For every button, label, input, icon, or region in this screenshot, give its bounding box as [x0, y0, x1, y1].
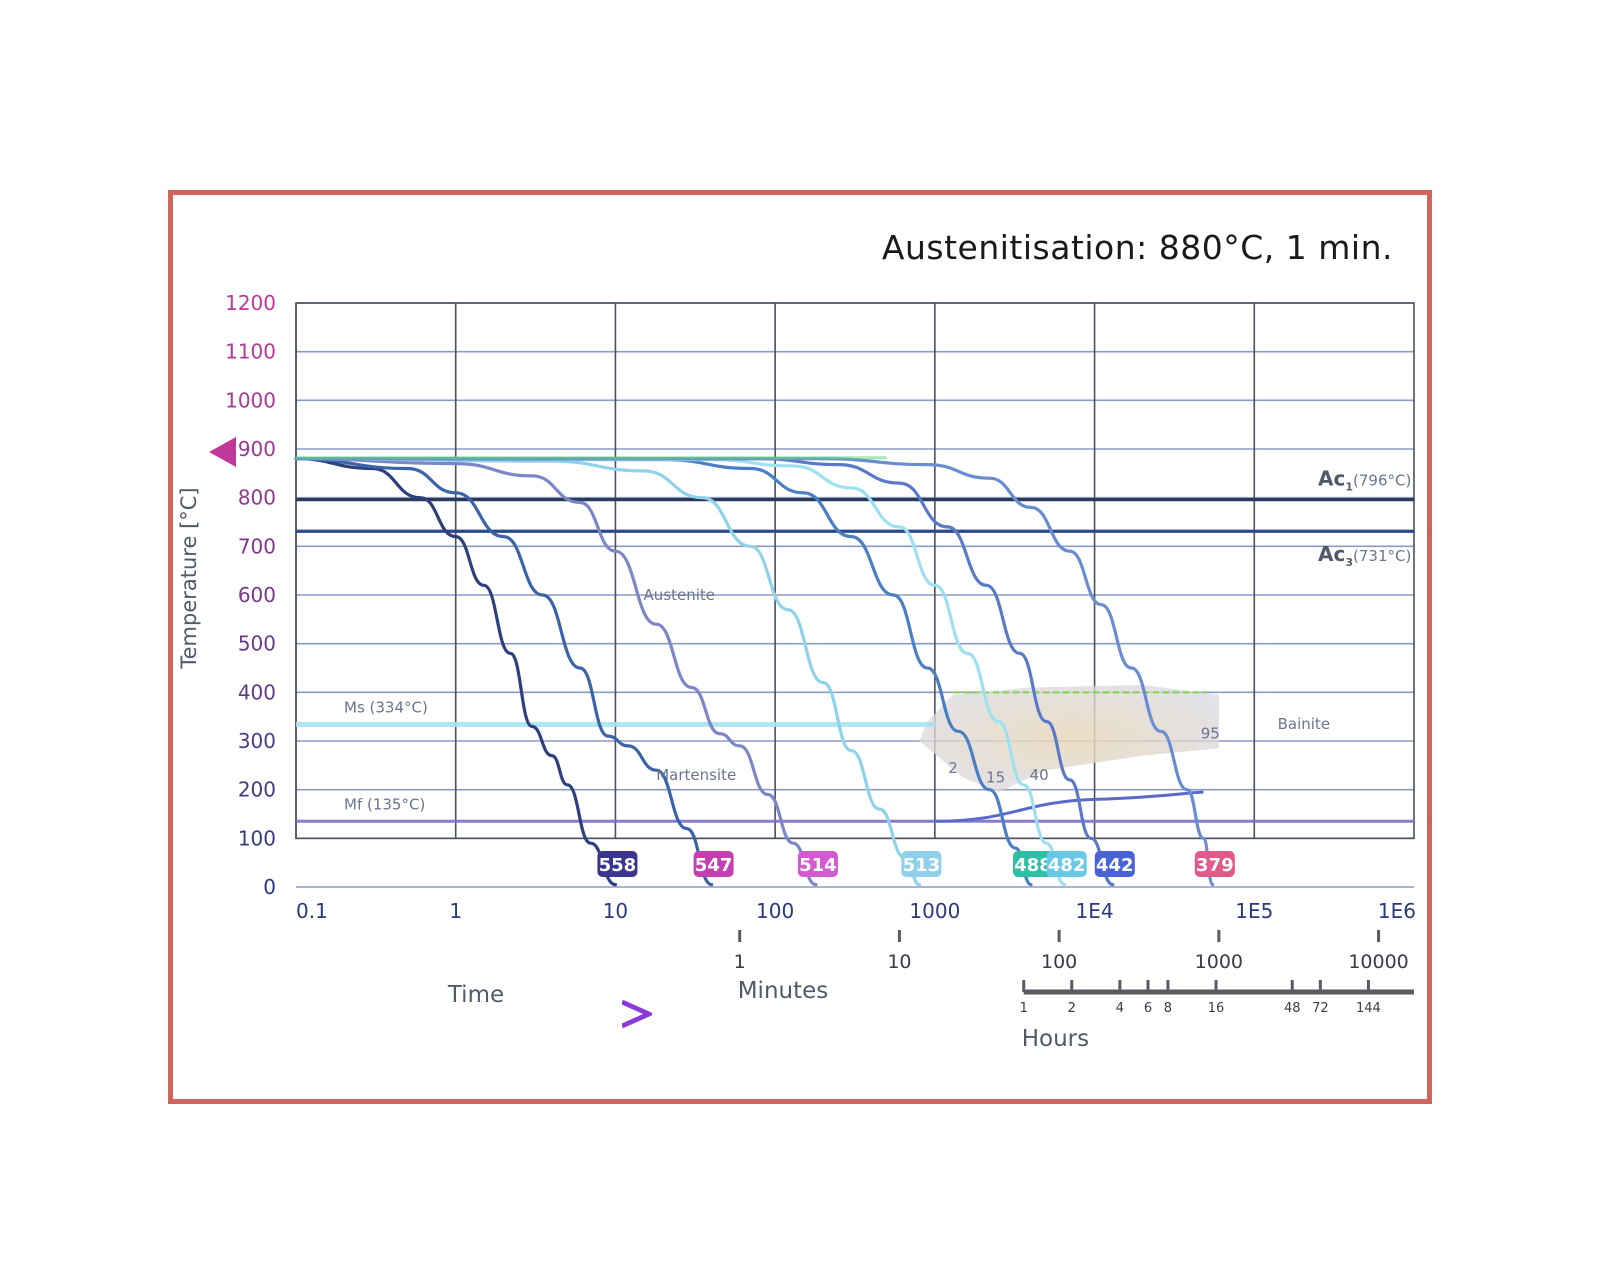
region-label-bainite: Bainite — [1278, 715, 1330, 733]
y-tick-0: 0 — [263, 875, 276, 899]
hours-tick-label-4: 4 — [1116, 1001, 1124, 1016]
x-tick-labels: 0.1 1 10 100 1000 1E4 1E5 1E6 — [296, 899, 1416, 923]
hardness-value-488: 488 — [1014, 855, 1052, 876]
hardness-badge-488 — [1013, 851, 1054, 877]
hardness-value-514: 514 — [799, 855, 837, 876]
chart-subtitle: Austenitisation: 880°C, 1 min. — [881, 228, 1393, 267]
y-axis-title-group: Temperature [°C] — [177, 437, 236, 710]
bainite-percent-label: 95 — [1201, 725, 1220, 743]
hardness-badge-482 — [1046, 851, 1087, 877]
ms-label: Ms (334°C) — [344, 698, 428, 716]
minutes-tick-label-1: 1 — [734, 951, 746, 973]
ref-label-sub: 3 — [1345, 556, 1353, 569]
y-tick-200: 200 — [238, 778, 276, 802]
y-tick-400: 400 — [238, 680, 276, 704]
bainite-percent-label: 15 — [986, 769, 1005, 787]
x-axis-title-group: Time — [296, 982, 646, 1014]
y-tick-labels: 0 100 200 300 400 500 600 700 800 900 1000 1100 1200 — [225, 291, 276, 899]
bainite-region — [919, 685, 1219, 793]
bainite-end-line — [934, 790, 1204, 823]
x-tick-0.1: 0.1 — [296, 899, 328, 923]
hardness-badge-379 — [1194, 851, 1235, 877]
y-tick-600: 600 — [238, 583, 276, 607]
y-tick-100: 100 — [238, 826, 276, 850]
hours-tick-label-6: 6 — [1144, 1001, 1152, 1016]
cooling-curves — [294, 456, 1215, 887]
hours-tick-label-2: 2 — [1068, 1001, 1076, 1016]
x-tick-1: 1 — [449, 899, 462, 923]
region-labels: Austenite Martensite Bainite 2 15 40 95 — [644, 586, 1331, 787]
x-tick-100: 100 — [756, 899, 794, 923]
y-tick-1100: 1100 — [225, 340, 276, 364]
hardness-badge-513 — [901, 851, 942, 877]
ref-label-note: (796°C) — [1353, 472, 1411, 490]
y-tick-1200: 1200 — [225, 291, 276, 315]
hardness-value-547: 547 — [695, 855, 733, 876]
secondary-time-axes: 1 10 100 1000 10000 Minutes 1 2 4 6 8 16 48 72 144 Hour… — [734, 930, 1414, 1052]
x-axis-title: Time — [447, 982, 504, 1008]
x-tick-1E5: 1E5 — [1235, 899, 1273, 923]
hours-tick-label-16: 16 — [1208, 1001, 1225, 1016]
bainite-zone — [919, 685, 1219, 793]
hardness-badge-558 — [597, 851, 638, 877]
plot-border — [295, 302, 1415, 840]
ref-label-ac3: Ac3(731°C) — [1318, 542, 1411, 569]
hours-tick-label-1: 1 — [1020, 1001, 1028, 1016]
hardness-value-482: 482 — [1048, 855, 1086, 876]
reference-lines: Ac1(796°C) Ac3(731°C) Ms (334°C) Mf (135°C) — [296, 467, 1414, 823]
hardness-value-513: 513 — [903, 855, 941, 876]
cooling-curve-558 — [294, 457, 617, 887]
y-tick-700: 700 — [238, 534, 276, 558]
minutes-tick-label-10: 10 — [887, 951, 911, 973]
minutes-title: Minutes — [738, 978, 829, 1004]
hours-tick-label-48: 48 — [1284, 1001, 1301, 1016]
x-tick-1E4: 1E4 — [1076, 899, 1114, 923]
cooling-curve-513 — [294, 457, 921, 887]
ref-label-note: (731°C) — [1353, 547, 1411, 565]
hardness-value-558: 558 — [599, 855, 637, 876]
region-label-martensite: Martensite — [656, 766, 736, 784]
chart-frame — [168, 190, 1432, 1104]
cooling-curve-547 — [294, 457, 714, 887]
grid — [295, 302, 1415, 888]
hardness-badge-547 — [693, 851, 734, 877]
y-axis-title: Temperature [°C] — [177, 487, 201, 669]
x-tick-1E6: 1E6 — [1378, 899, 1416, 923]
y-tick-800: 800 — [238, 486, 276, 510]
minutes-tick-label-1000: 1000 — [1195, 951, 1243, 973]
ref-label-ac1: Ac1(796°C) — [1318, 467, 1411, 494]
mf-label: Mf (135°C) — [344, 795, 425, 813]
hours-tick-label-72: 72 — [1312, 1001, 1329, 1016]
y-tick-1000: 1000 — [225, 388, 276, 412]
x-tick-1000: 1000 — [909, 899, 960, 923]
hardness-value-442: 442 — [1096, 855, 1134, 876]
bainite-percent-label: 40 — [1030, 766, 1049, 784]
hours-tick-label-8: 8 — [1164, 1001, 1172, 1016]
x-tick-10: 10 — [603, 899, 628, 923]
hours-tick-label-144: 144 — [1356, 1001, 1381, 1016]
cooling-curve-514 — [294, 457, 818, 887]
hours-title: Hours — [1022, 1026, 1089, 1052]
y-tick-300: 300 — [238, 729, 276, 753]
y-tick-500: 500 — [238, 632, 276, 656]
bainite-percent-label: 2 — [948, 759, 958, 777]
minutes-tick-label-10000: 10000 — [1348, 951, 1408, 973]
hardness-badge-514 — [797, 851, 838, 877]
hardness-badge-442 — [1094, 851, 1135, 877]
region-label-austenite: Austenite — [644, 586, 715, 604]
hardness-value-379: 379 — [1196, 855, 1234, 876]
minutes-tick-label-100: 100 — [1041, 951, 1077, 973]
y-tick-900: 900 — [238, 437, 276, 461]
ref-label-sub: 1 — [1345, 481, 1353, 494]
